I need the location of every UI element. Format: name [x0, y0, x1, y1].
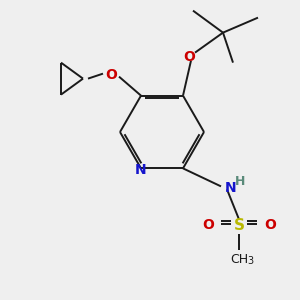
Text: H: H [235, 176, 245, 188]
Text: N: N [135, 163, 147, 177]
Text: CH: CH [230, 254, 248, 266]
Text: O: O [183, 50, 195, 64]
Text: S: S [233, 218, 244, 233]
Text: O: O [105, 68, 117, 82]
Text: O: O [264, 218, 276, 232]
Text: 3: 3 [247, 256, 253, 266]
Text: N: N [225, 181, 237, 195]
Text: O: O [202, 218, 214, 232]
